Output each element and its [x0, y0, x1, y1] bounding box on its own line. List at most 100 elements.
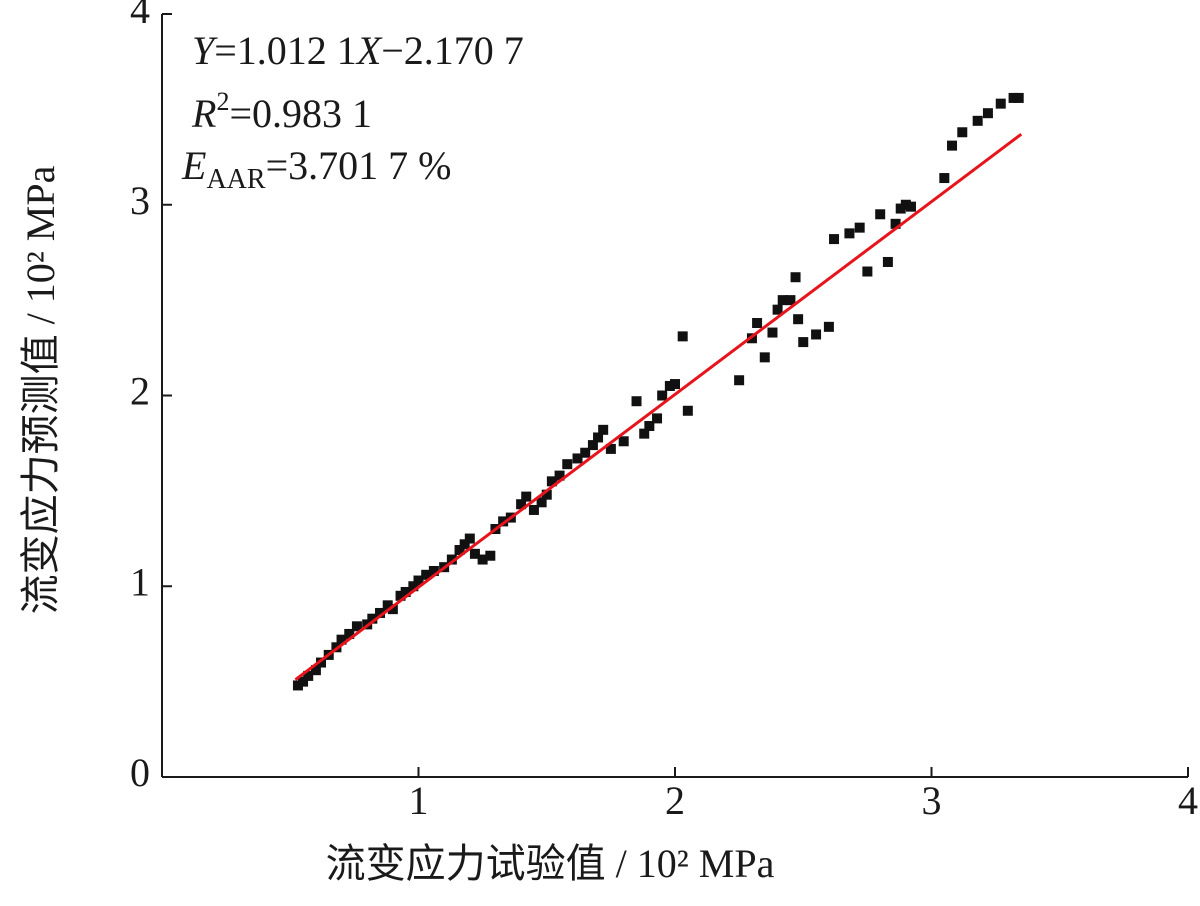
point [572, 453, 583, 464]
y-tick-label: 0 [130, 750, 150, 795]
point [1008, 92, 1019, 103]
point [618, 436, 629, 447]
point [790, 272, 801, 283]
point [413, 575, 424, 586]
ann-part: R [191, 91, 216, 136]
point [536, 497, 547, 508]
annotation: R2=0.983 1 [191, 87, 372, 136]
y-axis-label: 流变应力预测值 / 10² MPa [18, 165, 63, 614]
point [344, 628, 355, 639]
x-tick-label: 3 [922, 778, 942, 823]
point [598, 424, 609, 435]
point [957, 127, 968, 138]
point [375, 607, 386, 618]
y-tick-label: 1 [130, 559, 150, 604]
point [947, 140, 958, 151]
y-tick-label: 2 [130, 369, 150, 414]
point [351, 621, 362, 632]
point [446, 554, 457, 565]
point [844, 228, 855, 239]
point [823, 321, 834, 332]
point [644, 421, 655, 432]
point [875, 209, 886, 220]
point [772, 304, 783, 315]
ann-part: −2.170 7 [381, 28, 524, 73]
point [387, 604, 398, 615]
point [498, 516, 509, 527]
point [759, 352, 770, 363]
ann-part: =1.012 1 [214, 28, 357, 73]
annotation: EAAR=3.701 7 % [181, 143, 451, 195]
fit-line [294, 132, 1023, 681]
point [900, 199, 911, 210]
point [469, 548, 480, 559]
point [516, 499, 527, 510]
point [798, 337, 809, 348]
ann-part: X [355, 28, 383, 73]
x-tick-label: 1 [409, 778, 429, 823]
point [292, 680, 303, 691]
point [310, 665, 321, 676]
point [664, 380, 675, 391]
point [972, 115, 983, 126]
y-tick-label: 3 [130, 178, 150, 223]
point [587, 440, 598, 451]
point [562, 459, 573, 470]
point [752, 318, 763, 329]
point [546, 476, 557, 487]
point [382, 600, 393, 611]
point [677, 331, 688, 342]
ann-part: =3.701 7 % [266, 143, 452, 188]
point [421, 569, 432, 580]
point [454, 545, 465, 556]
point [793, 314, 804, 325]
point [829, 234, 840, 245]
point [854, 222, 865, 233]
point [777, 295, 788, 306]
point [316, 657, 327, 668]
point [682, 405, 693, 416]
ann-part: =0.983 1 [229, 91, 372, 136]
point [862, 266, 873, 277]
point [528, 504, 539, 515]
point [580, 447, 591, 458]
point [631, 396, 642, 407]
point [459, 539, 470, 550]
x-axis-label: 流变应力试验值 / 10² MPa [326, 841, 775, 886]
point [1013, 92, 1024, 103]
point [395, 590, 406, 601]
point [882, 256, 893, 267]
point [593, 432, 604, 443]
point [298, 676, 309, 687]
point [639, 428, 650, 439]
annotation: Y=1.012 1X−2.170 7 [192, 28, 524, 73]
point [336, 634, 347, 645]
y-tick-label: 4 [130, 0, 150, 32]
point [767, 327, 778, 338]
point [652, 413, 663, 424]
point [367, 613, 378, 624]
point [408, 581, 419, 592]
point [785, 295, 796, 306]
point [303, 670, 314, 681]
point [521, 491, 532, 502]
point [464, 533, 475, 544]
point [939, 173, 950, 184]
point [895, 203, 906, 214]
point [890, 218, 901, 229]
point [605, 443, 616, 454]
point [541, 489, 552, 500]
point [477, 554, 488, 565]
point [485, 550, 496, 561]
ann-part: AAR [206, 164, 265, 195]
point [734, 375, 745, 386]
point [995, 98, 1006, 109]
point [670, 379, 680, 390]
ann-part: Y [192, 28, 218, 73]
point [982, 108, 993, 119]
point [428, 565, 439, 576]
ann-part: E [181, 143, 206, 188]
point [657, 390, 668, 401]
ann-part: 2 [216, 87, 229, 116]
